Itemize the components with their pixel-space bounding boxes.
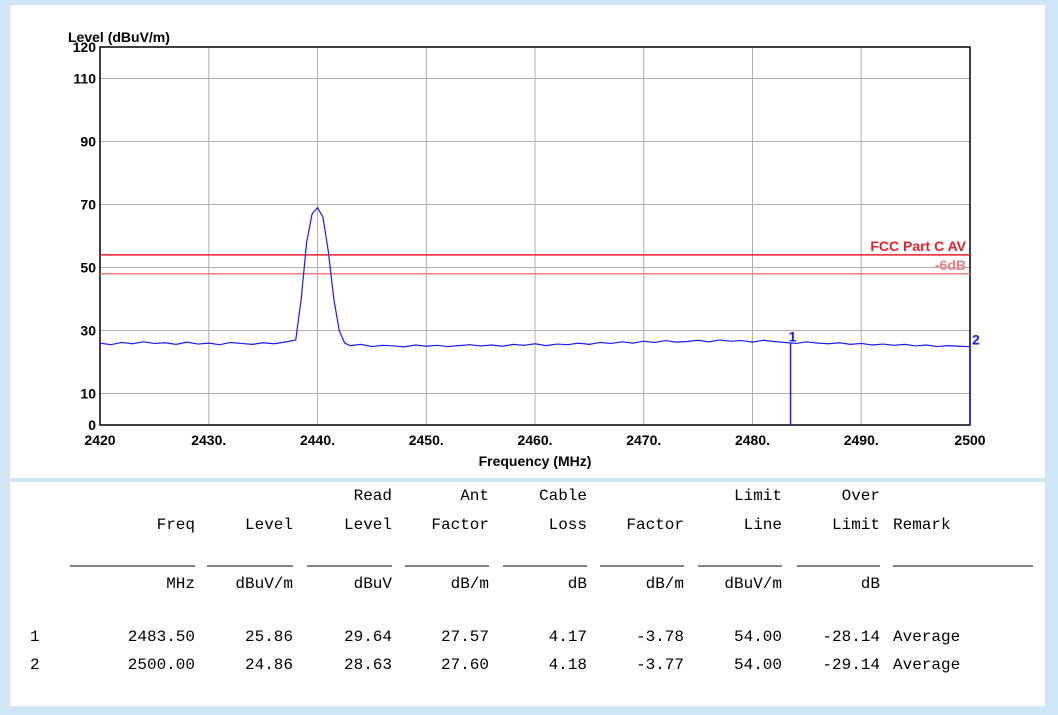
column-header: Over <box>842 487 880 505</box>
unit-label: dB <box>861 575 880 593</box>
marker-label: 1 <box>789 329 797 345</box>
table-cell: Average <box>893 656 960 674</box>
column-header: Line <box>744 516 782 534</box>
table-cell: 27.57 <box>441 628 489 646</box>
table-cell: 54.00 <box>734 628 782 646</box>
table-cell: 1 <box>30 628 40 646</box>
column-header: Factor <box>626 516 684 534</box>
x-tick-label: 2480. <box>735 432 770 448</box>
table-cell: 29.64 <box>344 628 392 646</box>
table-cell: 25.86 <box>245 628 293 646</box>
column-header: Loss <box>549 516 587 534</box>
column-header: Limit <box>734 487 782 505</box>
table-cell: 24.86 <box>245 656 293 674</box>
plot-border <box>99 46 971 426</box>
table-cell: 2 <box>30 656 40 674</box>
unit-label: dB <box>568 575 587 593</box>
unit-label: MHz <box>166 575 195 593</box>
table-cell: Average <box>893 628 960 646</box>
unit-label: dBuV <box>354 575 393 593</box>
y-tick-label: 110 <box>73 71 96 87</box>
table-cell: 2483.50 <box>128 628 195 646</box>
table-cell: -29.14 <box>822 656 880 674</box>
table-cell: -3.77 <box>636 656 684 674</box>
column-header: Level <box>245 516 293 534</box>
column-header: Remark <box>893 516 951 534</box>
limit-label: FCC Part C AV <box>870 238 966 254</box>
x-axis-label: Frequency (MHz) <box>479 453 592 469</box>
x-tick-label: 2470. <box>626 432 661 448</box>
table-cell: 27.60 <box>441 656 489 674</box>
unit-label: dB/m <box>451 575 489 593</box>
x-tick-label: 2420 <box>84 432 115 448</box>
y-tick-label: 70 <box>80 197 96 213</box>
column-header: Read <box>354 487 392 505</box>
x-tick-label: 2440. <box>300 432 335 448</box>
column-header: Level <box>344 516 392 534</box>
y-tick-label: 90 <box>80 134 96 150</box>
column-header: Freq <box>157 516 195 534</box>
column-header: Ant <box>460 487 489 505</box>
trace <box>99 206 971 348</box>
y-tick-label: 0 <box>88 417 96 433</box>
x-tick-label: 2460. <box>517 432 552 448</box>
table-cell: 2500.00 <box>128 656 195 674</box>
y-tick-label: 120 <box>73 39 97 55</box>
unit-label: dBuV/m <box>235 575 293 593</box>
x-tick-label: 2450. <box>409 432 444 448</box>
x-tick-label: 2430. <box>191 432 226 448</box>
y-axis-label: Level (dBuV/m) <box>68 29 170 45</box>
unit-label: dBuV/m <box>724 575 782 593</box>
table-cell: 54.00 <box>734 656 782 674</box>
column-header: Factor <box>431 516 489 534</box>
column-header: Limit <box>832 516 880 534</box>
table-cell: 28.63 <box>344 656 392 674</box>
limit-label: -6dB <box>935 257 966 273</box>
table-cell: -3.78 <box>636 628 684 646</box>
x-tick-label: 2500 <box>954 432 985 448</box>
unit-label: dB/m <box>646 575 684 593</box>
table-cell: 4.17 <box>549 628 587 646</box>
column-header: Cable <box>539 487 587 505</box>
y-tick-label: 30 <box>80 323 96 339</box>
y-tick-label: 50 <box>80 260 96 276</box>
marker-label: 2 <box>972 332 980 348</box>
x-tick-label: 2490. <box>844 432 879 448</box>
table-cell: -28.14 <box>822 628 880 646</box>
table-panel <box>10 482 1045 706</box>
table-cell: 4.18 <box>549 656 587 674</box>
y-tick-label: 10 <box>80 386 96 402</box>
